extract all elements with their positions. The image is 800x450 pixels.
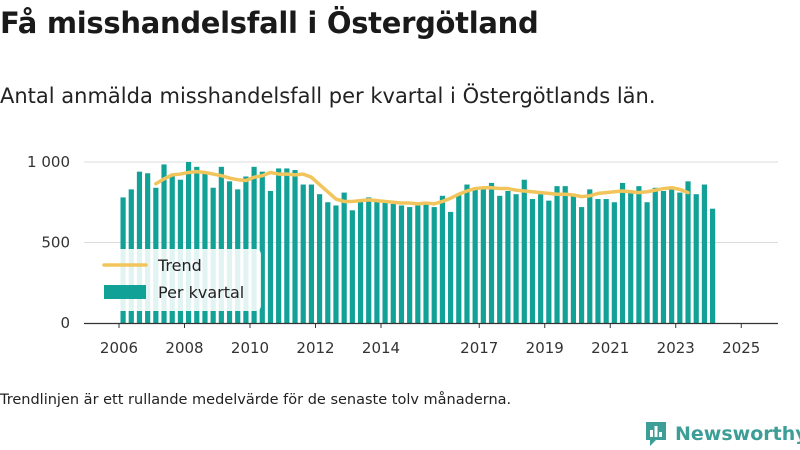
bar (538, 194, 544, 323)
x-tick-label: 2010 (231, 339, 269, 357)
bar (529, 199, 536, 323)
bar (300, 184, 306, 323)
bar (587, 189, 593, 323)
legend-bar-swatch (104, 285, 146, 299)
bar (284, 168, 290, 323)
bar (218, 166, 224, 323)
bar (447, 211, 454, 323)
bar (521, 179, 527, 323)
bar (259, 171, 265, 323)
bar (325, 202, 331, 323)
x-tick-label: 2008 (165, 339, 203, 357)
bar (644, 202, 650, 323)
bar (316, 194, 323, 323)
bar (464, 184, 470, 323)
bar (374, 200, 380, 323)
newsworthy-logo-icon (646, 422, 666, 446)
chart-subtitle: Antal anmälda misshandelsfall per kvarta… (0, 84, 656, 108)
bar (693, 194, 699, 323)
bar (415, 205, 421, 323)
y-tick-label: 500 (41, 234, 70, 252)
legend-label: Trend (157, 256, 202, 275)
bar (636, 186, 642, 323)
bar (407, 207, 413, 323)
bar (398, 205, 405, 323)
bar (709, 208, 716, 323)
bar (267, 190, 274, 323)
bar (497, 195, 503, 323)
brand: Newsworthy (644, 418, 800, 450)
brand-name: Newsworthy (675, 423, 800, 445)
gridlines: 0 500 1 000 (27, 153, 778, 332)
bar (677, 192, 683, 323)
bar (349, 210, 355, 323)
bar (669, 187, 675, 323)
x-tick-label: 2023 (657, 339, 695, 357)
bar (202, 171, 208, 323)
bar (472, 187, 478, 323)
x-tick-label: 2025 (722, 339, 760, 357)
bar (480, 187, 486, 323)
bar (456, 194, 462, 323)
bar (423, 203, 429, 323)
trend-line (154, 169, 690, 206)
footnote: Trendlinjen är ett rullande medelvärde f… (0, 392, 512, 408)
bar (341, 192, 347, 323)
bar (439, 195, 446, 323)
x-tick-label: 2019 (526, 339, 564, 357)
bar (546, 200, 552, 323)
bar (161, 164, 167, 323)
bar (570, 194, 577, 323)
bar-series (120, 162, 716, 323)
bar (390, 203, 396, 323)
bar (169, 174, 175, 323)
bar (308, 184, 315, 323)
bar (431, 207, 437, 323)
bar (292, 170, 298, 323)
bar (554, 186, 560, 323)
bar (628, 190, 634, 323)
bar (145, 173, 151, 323)
bar (251, 166, 257, 323)
bar (611, 202, 617, 323)
bar (513, 194, 519, 323)
bar (382, 202, 388, 323)
x-tick-label: 2012 (296, 339, 334, 357)
bar (194, 166, 200, 323)
bar (505, 190, 511, 323)
x-tick-label: 2017 (460, 339, 498, 357)
bar (333, 205, 339, 323)
bar (603, 199, 609, 323)
trend-series (154, 169, 690, 206)
bar (366, 197, 372, 323)
bar (578, 207, 585, 323)
x-axis: 2006 2008 2010 2012 2014 2017 2019 2021 2023 2025 (84, 322, 778, 357)
bar (562, 186, 568, 323)
legend-label: Per kvartal (158, 283, 244, 302)
bar (185, 162, 192, 323)
y-tick-label: 0 (60, 314, 70, 332)
bar (660, 190, 667, 323)
x-tick-label: 2014 (362, 339, 400, 357)
bar (136, 171, 143, 323)
bar (652, 187, 658, 323)
legend: Trend Per kvartal (96, 249, 261, 311)
x-tick-label: 2006 (100, 339, 138, 357)
bar (685, 181, 691, 323)
x-tick-label: 2021 (591, 339, 629, 357)
y-tick-label: 1 000 (27, 153, 70, 171)
bar (357, 200, 364, 323)
chart-title: Få misshandelsfall i Östergötland (0, 6, 539, 40)
bar (276, 168, 282, 323)
bar (595, 199, 601, 323)
bar (701, 184, 708, 323)
bar (619, 182, 626, 323)
bar (488, 182, 495, 323)
